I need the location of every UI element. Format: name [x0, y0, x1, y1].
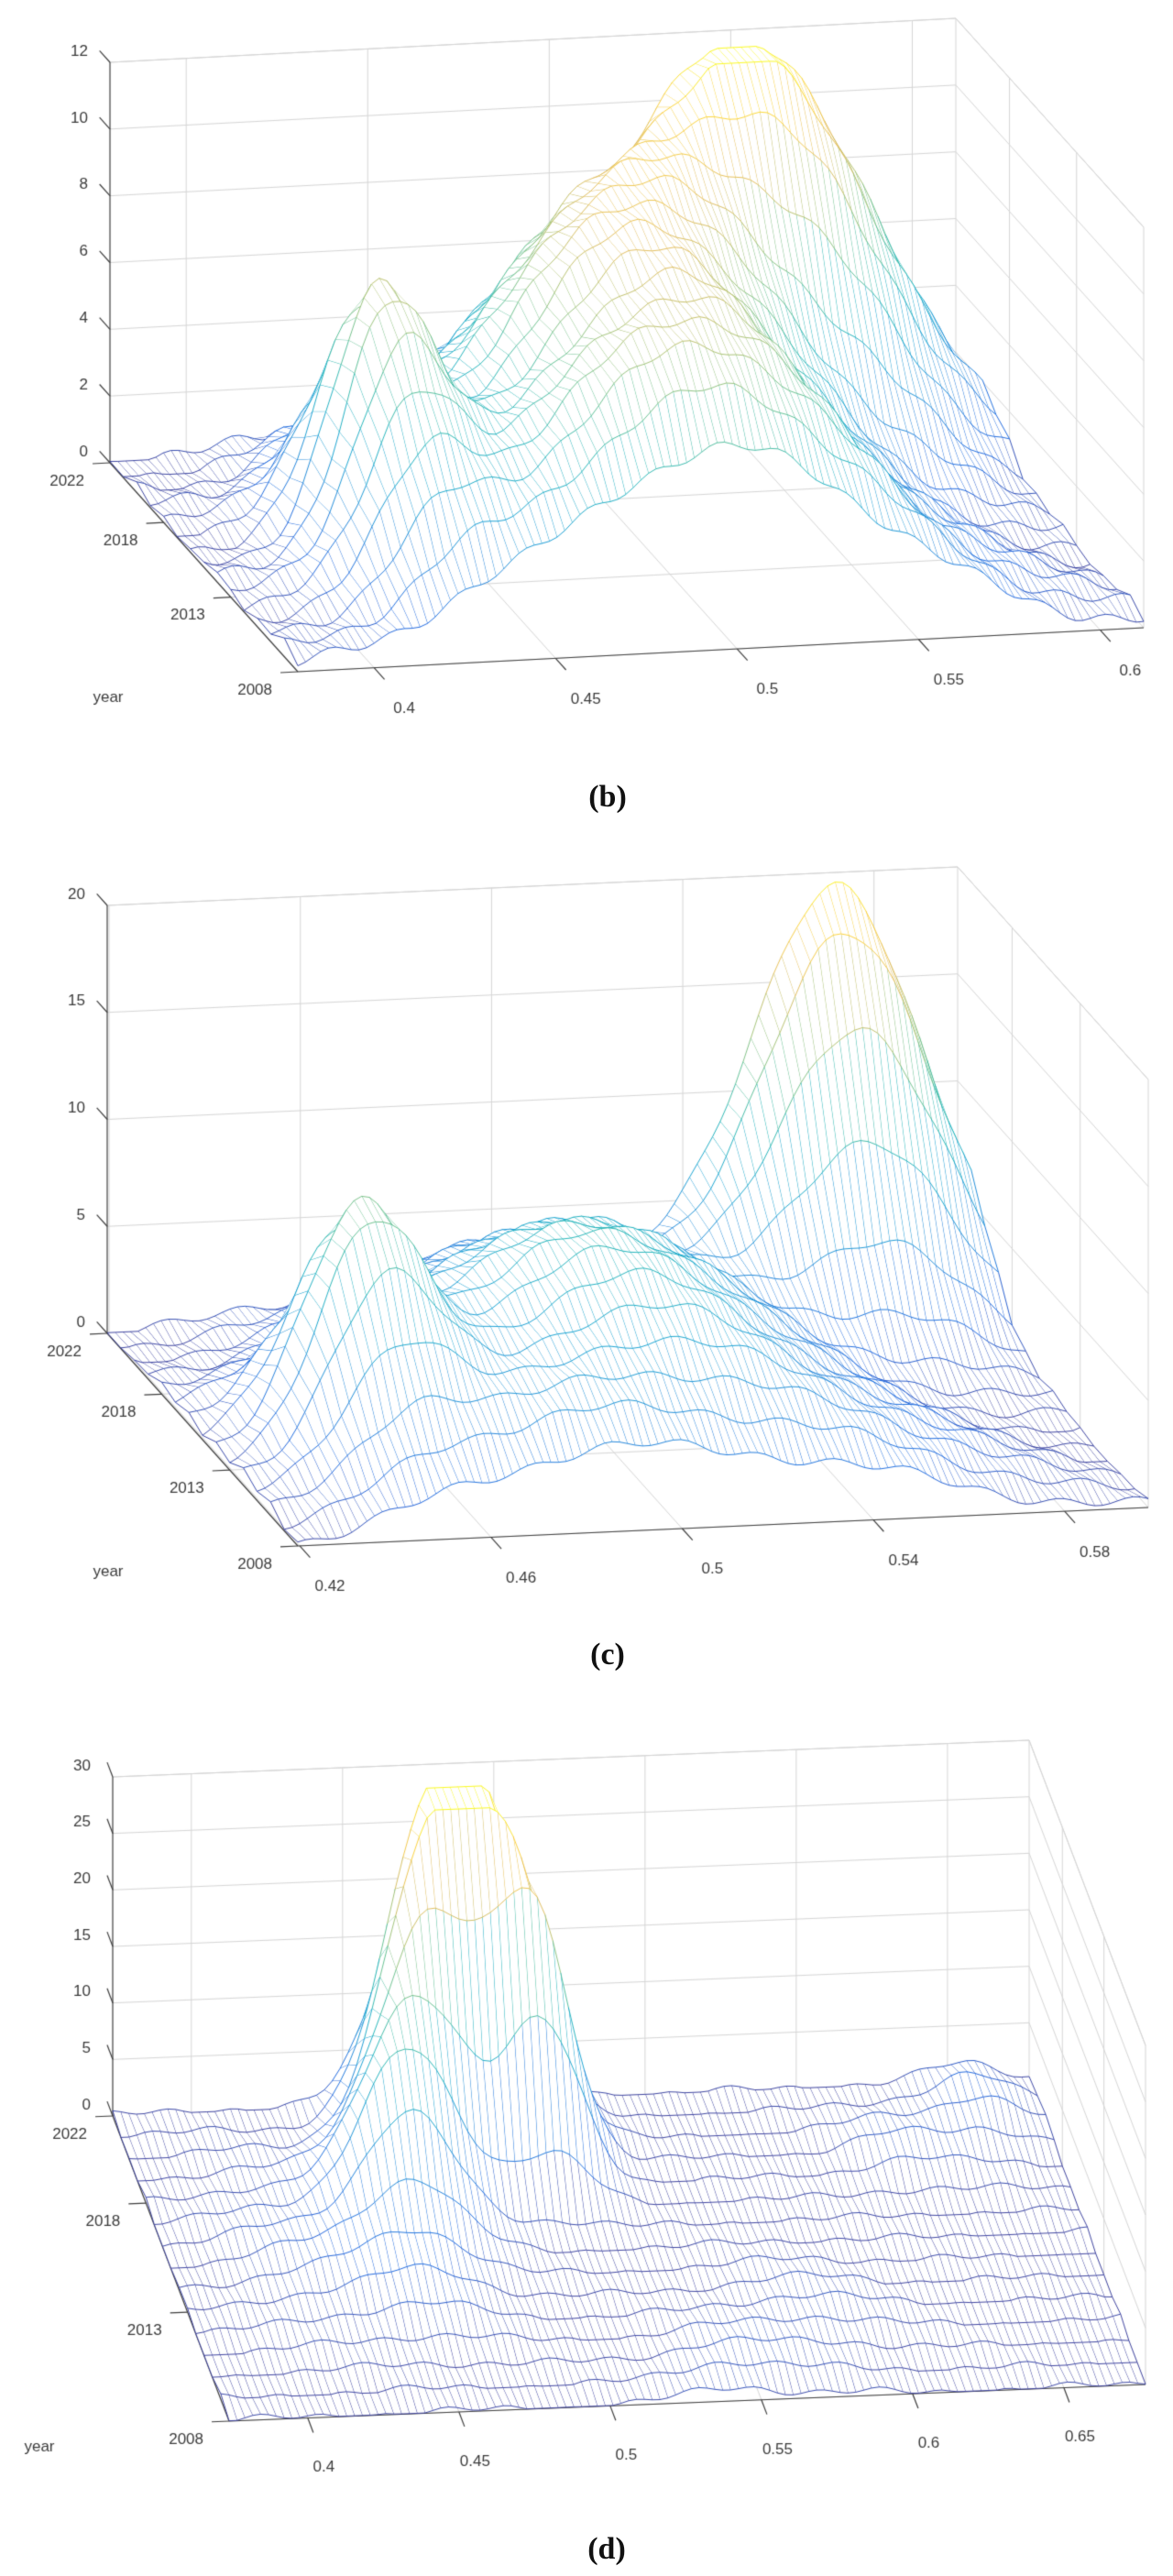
- caption-c: (c): [590, 1638, 625, 1672]
- caption-b: (b): [588, 780, 627, 814]
- caption-d: (d): [587, 2532, 626, 2566]
